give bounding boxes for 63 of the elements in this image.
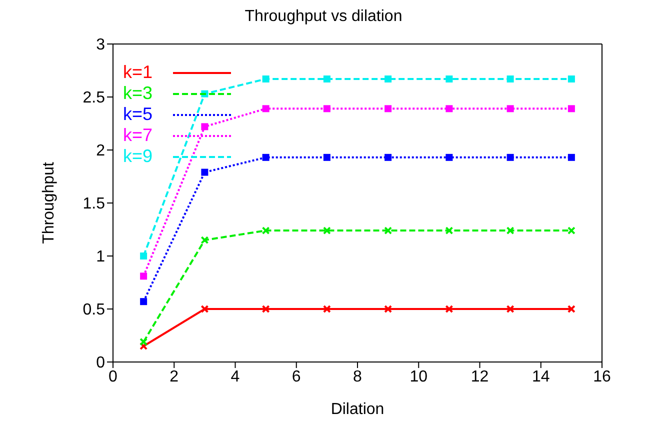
point bbox=[262, 305, 270, 313]
point bbox=[506, 305, 514, 313]
point bbox=[200, 236, 209, 244]
x-tick-label: 2 bbox=[170, 368, 179, 386]
point bbox=[506, 105, 514, 112]
point bbox=[384, 105, 392, 112]
y-tick-label: 0 bbox=[96, 354, 106, 372]
point bbox=[323, 75, 330, 82]
point bbox=[567, 226, 576, 235]
x-tick-label: 4 bbox=[230, 368, 240, 386]
point bbox=[140, 342, 148, 350]
y-tick-label: 2 bbox=[96, 142, 106, 160]
point bbox=[384, 226, 392, 235]
point bbox=[384, 305, 392, 313]
x-axis-title: Dilation bbox=[330, 401, 384, 418]
point bbox=[384, 154, 392, 161]
point bbox=[506, 226, 514, 235]
x-tick-label: 10 bbox=[410, 368, 428, 386]
point bbox=[322, 226, 331, 235]
x-tick-label: 0 bbox=[108, 368, 118, 386]
point bbox=[568, 75, 575, 82]
y-axis-title: Throughput bbox=[40, 162, 58, 244]
legend-label: k=1 bbox=[123, 62, 154, 83]
x-tick-label: 12 bbox=[470, 368, 489, 386]
point bbox=[445, 305, 454, 313]
point bbox=[506, 154, 514, 161]
point bbox=[446, 75, 453, 82]
point bbox=[322, 305, 331, 313]
point bbox=[262, 75, 270, 82]
y-tick-label: 2.5 bbox=[82, 90, 106, 107]
legend-label: k=7 bbox=[123, 125, 154, 146]
legend-label: k=3 bbox=[123, 83, 154, 104]
point bbox=[140, 272, 148, 280]
point bbox=[568, 105, 575, 112]
y-tick-label: 1.5 bbox=[82, 196, 106, 213]
y-tick-label: 0.5 bbox=[82, 302, 106, 319]
x-tick-label: 14 bbox=[532, 368, 550, 386]
y-tick-label: 1 bbox=[96, 248, 106, 266]
point bbox=[446, 105, 453, 112]
point bbox=[568, 154, 575, 161]
x-tick-label: 16 bbox=[593, 368, 611, 386]
point bbox=[262, 105, 270, 112]
x-tick-label: 8 bbox=[353, 368, 362, 386]
point bbox=[567, 305, 576, 313]
point bbox=[262, 154, 270, 161]
point bbox=[323, 105, 330, 112]
point bbox=[262, 226, 270, 235]
point bbox=[323, 154, 330, 161]
legend-label: k=5 bbox=[123, 104, 154, 125]
point bbox=[140, 252, 148, 260]
legend-label: k=9 bbox=[123, 146, 154, 167]
x-tick-label: 6 bbox=[292, 368, 301, 386]
point bbox=[140, 338, 148, 346]
point bbox=[201, 123, 208, 130]
y-tick-label: 3 bbox=[96, 36, 106, 54]
point bbox=[201, 168, 208, 176]
point bbox=[140, 298, 148, 306]
point bbox=[506, 75, 514, 82]
chart-title: Throughput vs dilation bbox=[244, 8, 404, 26]
point bbox=[445, 226, 454, 235]
point bbox=[446, 154, 453, 161]
point bbox=[384, 75, 392, 82]
point bbox=[200, 305, 209, 313]
